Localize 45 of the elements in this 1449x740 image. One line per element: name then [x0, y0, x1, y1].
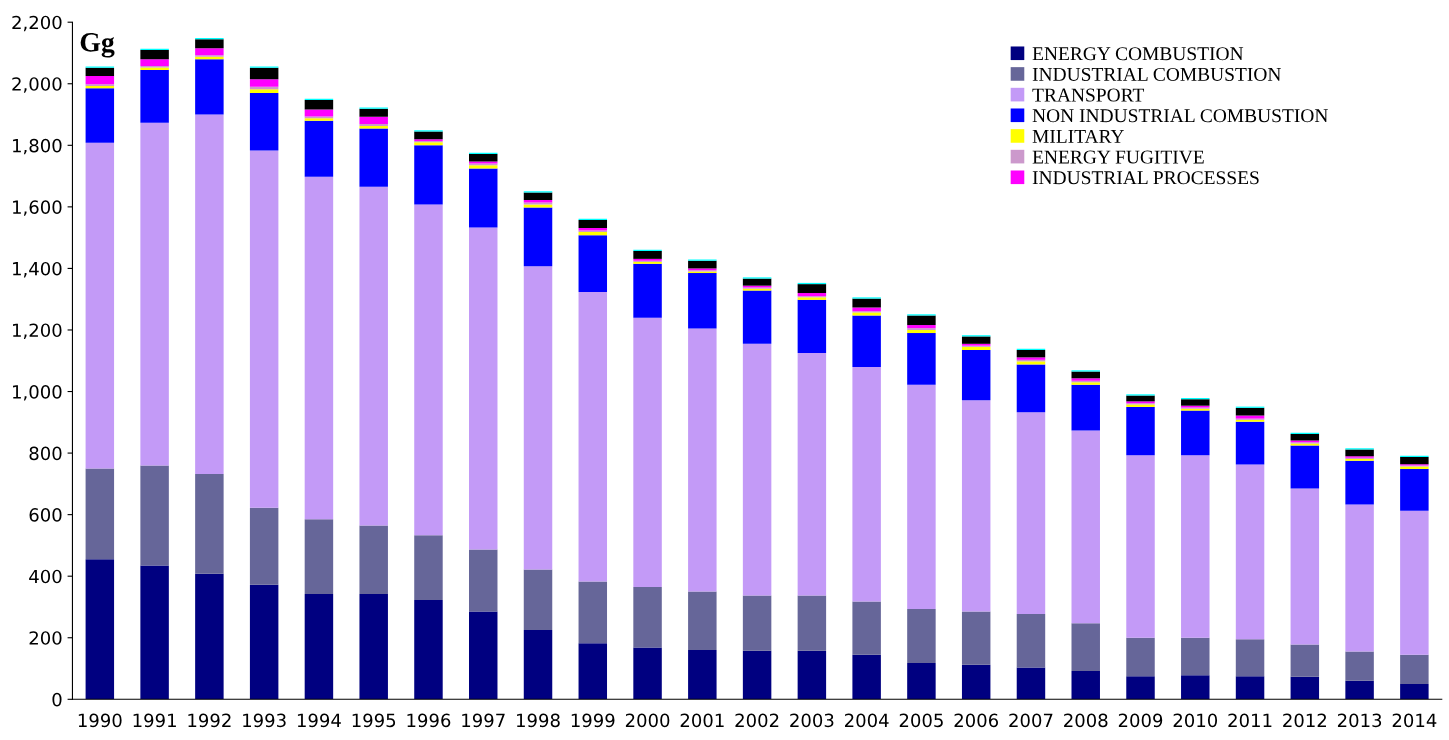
x-tick-label: 1998 [517, 713, 560, 728]
y-axis-title: Gg [80, 33, 115, 58]
x-tick-label: 2004 [844, 713, 889, 728]
x-tick-label: 2002 [735, 713, 779, 728]
x-tick-label: 2008 [1064, 713, 1108, 728]
x-tick-label: 2014 [1392, 713, 1437, 728]
x-tick-label: 2005 [899, 713, 943, 728]
x-tick-label: 2013 [1337, 713, 1382, 728]
legend-label: TRANSPORT [1032, 88, 1145, 102]
x-tick-label: 1996 [407, 713, 451, 728]
y-tick-label: 2,000 [12, 77, 62, 93]
legend-label: ENERGY COMBUSTION [1032, 47, 1244, 61]
x-tick-label: 1991 [133, 713, 176, 728]
y-tick-label: 1,400 [13, 261, 62, 278]
y-tick-label: 0 [52, 692, 62, 707]
legend-label: INDUSTRIAL COMBUSTION [1032, 67, 1281, 81]
x-tick-label: 1995 [352, 713, 396, 728]
x-tick-label: 1992 [188, 713, 231, 728]
x-tick-label: 2012 [1283, 713, 1326, 728]
y-tick-label: 2,200 [12, 15, 62, 32]
x-tick-label: 2009 [1118, 713, 1163, 728]
y-tick-label: 1,800 [13, 138, 62, 155]
legend-label: NON INDUSTRIAL COMBUSTION [1032, 109, 1328, 123]
x-tick-label: 1994 [297, 713, 341, 728]
y-tick-label: 200 [29, 631, 62, 645]
x-tick-label: 1997 [462, 713, 505, 728]
x-tick-label: 2003 [790, 713, 834, 728]
x-tick-label: 2011 [1228, 713, 1272, 728]
x-tick-label: 1990 [78, 713, 122, 728]
x-tick-label: 1999 [571, 713, 615, 728]
x-tick-label: 2010 [1173, 713, 1218, 728]
x-tick-label: 2006 [954, 713, 999, 728]
y-tick-label: 1,600 [13, 200, 62, 216]
legend-label: INDUSTRIAL PROCESSES [1032, 171, 1259, 185]
legend-label: MILITARY [1032, 129, 1124, 143]
y-tick-label: 1,000 [13, 384, 62, 401]
x-tick-label: 2007 [1009, 713, 1053, 728]
y-tick-label: 400 [29, 569, 62, 584]
y-tick-label: 1,200 [13, 323, 62, 339]
x-tick-label: 1993 [243, 713, 286, 728]
legend-label: ENERGY FUGITIVE [1032, 150, 1204, 164]
y-tick-label: 800 [29, 446, 62, 461]
x-tick-label: 2001 [680, 713, 724, 728]
y-tick-label: 600 [29, 508, 62, 522]
x-tick-label: 2000 [625, 713, 670, 728]
